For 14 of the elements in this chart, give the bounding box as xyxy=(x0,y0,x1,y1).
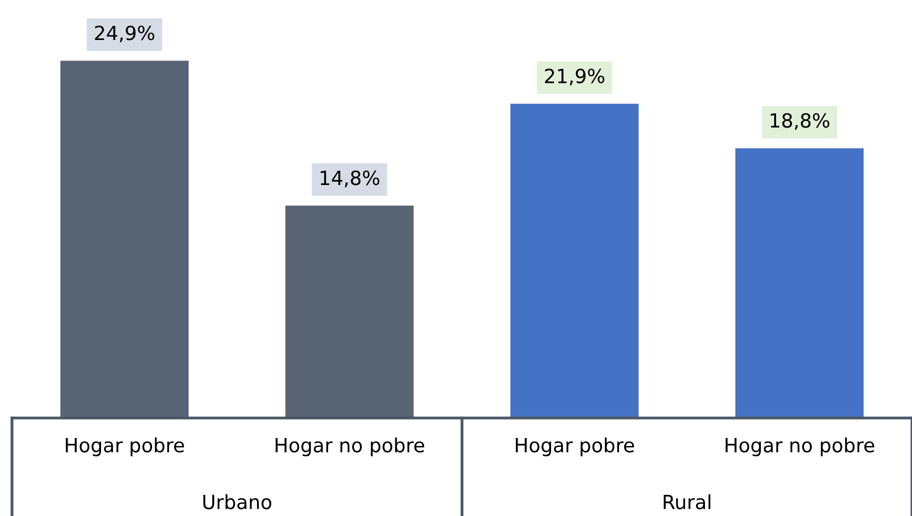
data-label: 14,8% xyxy=(320,170,380,188)
bar xyxy=(735,148,864,418)
x-tick-label: Hogar pobre xyxy=(516,437,634,456)
x-tick-label: Hogar pobre xyxy=(66,437,184,456)
bar xyxy=(60,60,189,418)
data-label: 24,9% xyxy=(95,26,154,42)
text: Urbano xyxy=(203,494,272,510)
bar xyxy=(285,206,414,418)
x-tick-label: Hogar no pobre xyxy=(726,437,874,456)
text: Rural xyxy=(664,494,710,510)
data-label: 21,9% xyxy=(545,68,604,86)
bar xyxy=(510,104,639,418)
x-tick-label: Hogar no pobre xyxy=(276,437,424,456)
data-label: 18,8% xyxy=(770,113,830,130)
